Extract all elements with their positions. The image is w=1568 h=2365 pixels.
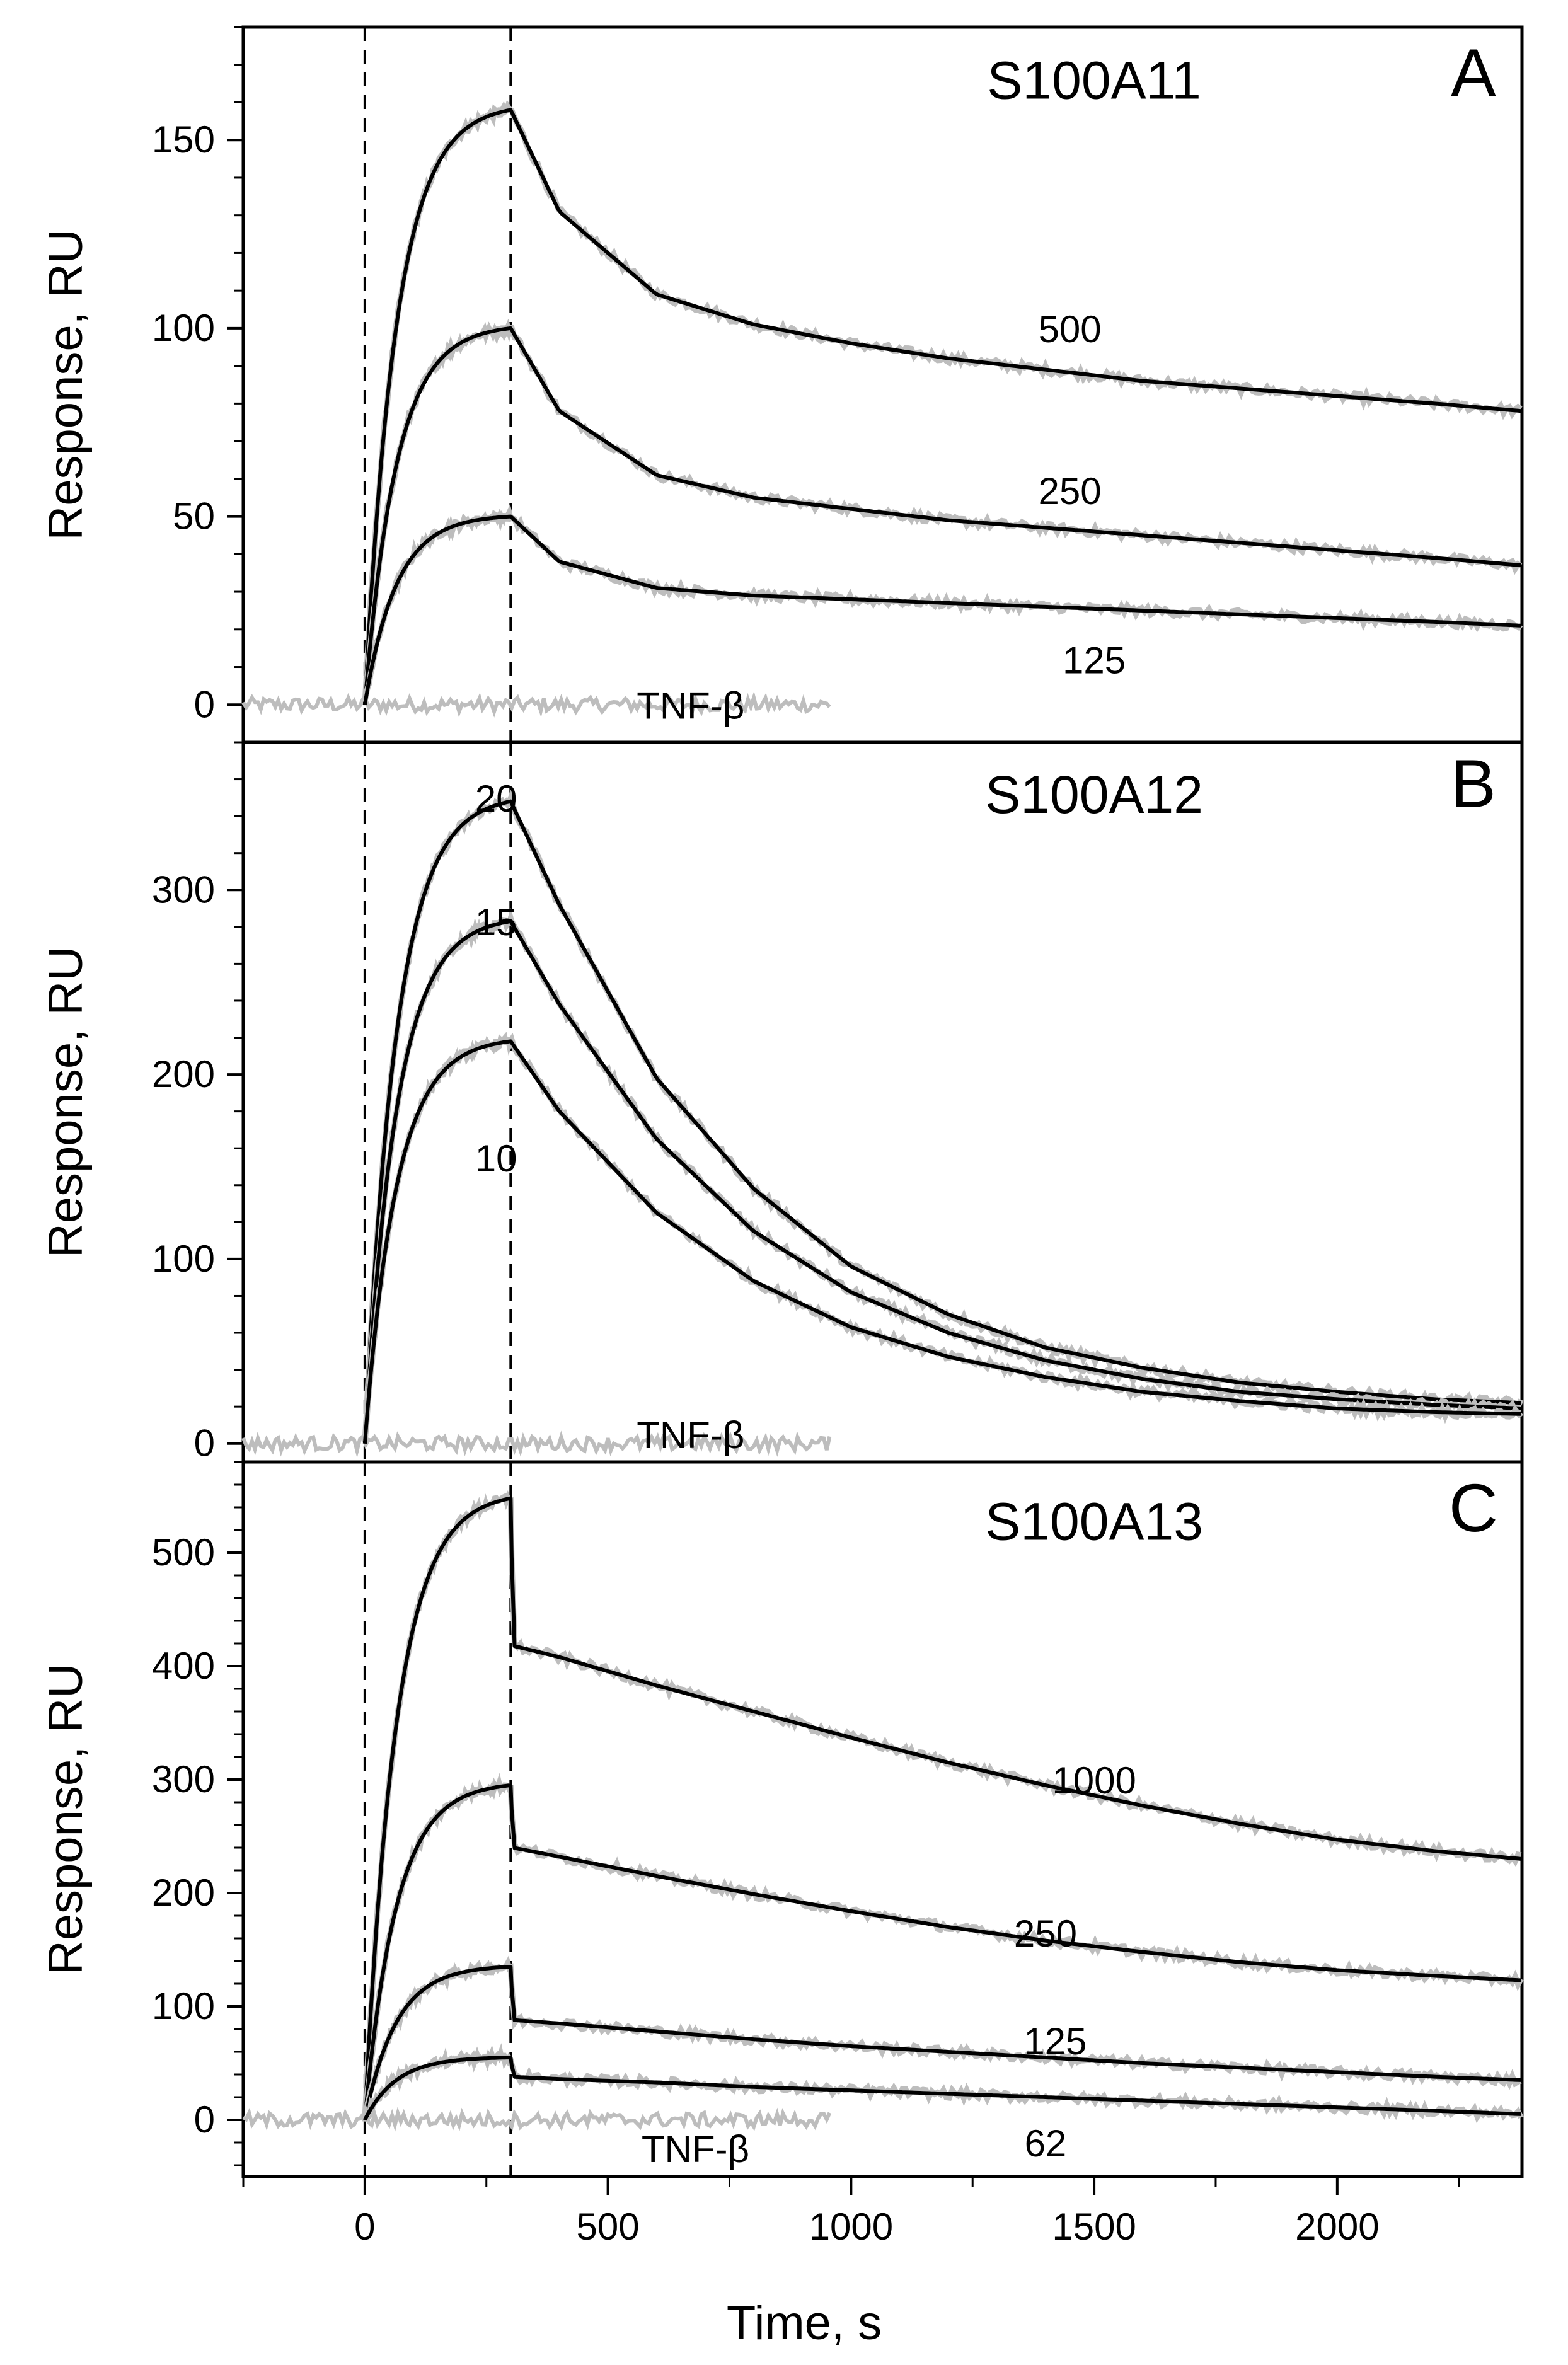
panel-title: S100A12 xyxy=(985,765,1203,824)
fit-curve-15 xyxy=(362,919,1521,1444)
panel-title: S100A13 xyxy=(985,1492,1203,1551)
y-tick-label: 300 xyxy=(152,868,215,911)
y-tick-label: 0 xyxy=(194,2098,215,2141)
x-tick-label: 2000 xyxy=(1295,2206,1379,2248)
series-label-20: 20 xyxy=(475,778,517,820)
fit-curve-250 xyxy=(362,326,1521,705)
x-tick-label: 1500 xyxy=(1052,2206,1136,2248)
baseline-trace xyxy=(242,2107,832,2132)
y-axis-label: Response, RU xyxy=(39,947,93,1258)
y-tick-label: 500 xyxy=(152,1531,215,1574)
y-tick-label: 200 xyxy=(152,1053,215,1095)
y-tick-label: 100 xyxy=(152,1238,215,1280)
panel-letter: B xyxy=(1451,745,1496,821)
panel-letter: A xyxy=(1451,35,1496,111)
y-tick-label: 100 xyxy=(152,307,215,349)
fit-curve-1000 xyxy=(362,1496,1521,2120)
y-axis-label: Response, RU xyxy=(39,1664,93,1975)
series-label-1000: 1000 xyxy=(1052,1759,1136,1802)
plot-frame xyxy=(241,1460,1524,2178)
x-tick-label: 1000 xyxy=(809,2206,893,2248)
x-tick-label: 0 xyxy=(354,2206,375,2248)
panel-C: 0 100 200 300 400 500 Response, RU 1000 250 125 62… xyxy=(39,1460,1524,2178)
fit-curve-62 xyxy=(363,2056,1521,2121)
baseline-label: TNF-β xyxy=(637,684,744,727)
y-tick-label: 150 xyxy=(152,118,215,161)
baseline-label: TNF-β xyxy=(642,2128,749,2170)
baseline-trace xyxy=(241,1430,832,1458)
series-label-250: 250 xyxy=(1014,1913,1077,1955)
y-tick-label: 0 xyxy=(194,683,215,725)
panel-B: 0 100 200 300 Response, RU 20 15 10 TNF-β S100A12… xyxy=(39,740,1524,1464)
fit-curve-20 xyxy=(362,799,1521,1444)
fit-curve-125 xyxy=(362,1965,1521,2120)
series-label-125: 125 xyxy=(1023,2020,1087,2063)
y-tick-label: 300 xyxy=(152,1758,215,1800)
y-tick-label: 400 xyxy=(152,1645,215,1687)
panel-title: S100A11 xyxy=(987,51,1201,110)
series-label-250: 250 xyxy=(1038,470,1101,512)
x-axis-label: Time, s xyxy=(727,2296,882,2350)
y-axis-label: Response, RU xyxy=(39,229,93,540)
baseline-trace xyxy=(241,691,831,718)
fit-curve-500 xyxy=(362,108,1521,705)
series-label-15: 15 xyxy=(475,901,517,943)
fit-curve-10 xyxy=(362,1039,1521,1444)
series-label-10: 10 xyxy=(475,1137,517,1180)
panel-A: 0 50 100 150 Response, RU 500 250 125 TNF-β S100A… xyxy=(39,25,1524,744)
x-axis: 0 500 1000 1500 2000 xyxy=(242,2177,1460,2248)
series-label-62: 62 xyxy=(1025,2122,1067,2165)
series-label-500: 500 xyxy=(1038,308,1101,350)
panel-letter: C xyxy=(1449,1470,1498,1546)
baseline-label: TNF-β xyxy=(637,1414,744,1456)
y-tick-label: 200 xyxy=(152,1872,215,1914)
y-tick-label: 100 xyxy=(152,1985,215,2027)
fit-curve-125 xyxy=(362,514,1521,705)
y-tick-label: 50 xyxy=(173,495,215,538)
y-tick-label: 0 xyxy=(194,1422,215,1464)
series-label-125: 125 xyxy=(1063,640,1126,682)
x-tick-label: 500 xyxy=(577,2206,640,2248)
fit-curve-250 xyxy=(362,1783,1521,2120)
